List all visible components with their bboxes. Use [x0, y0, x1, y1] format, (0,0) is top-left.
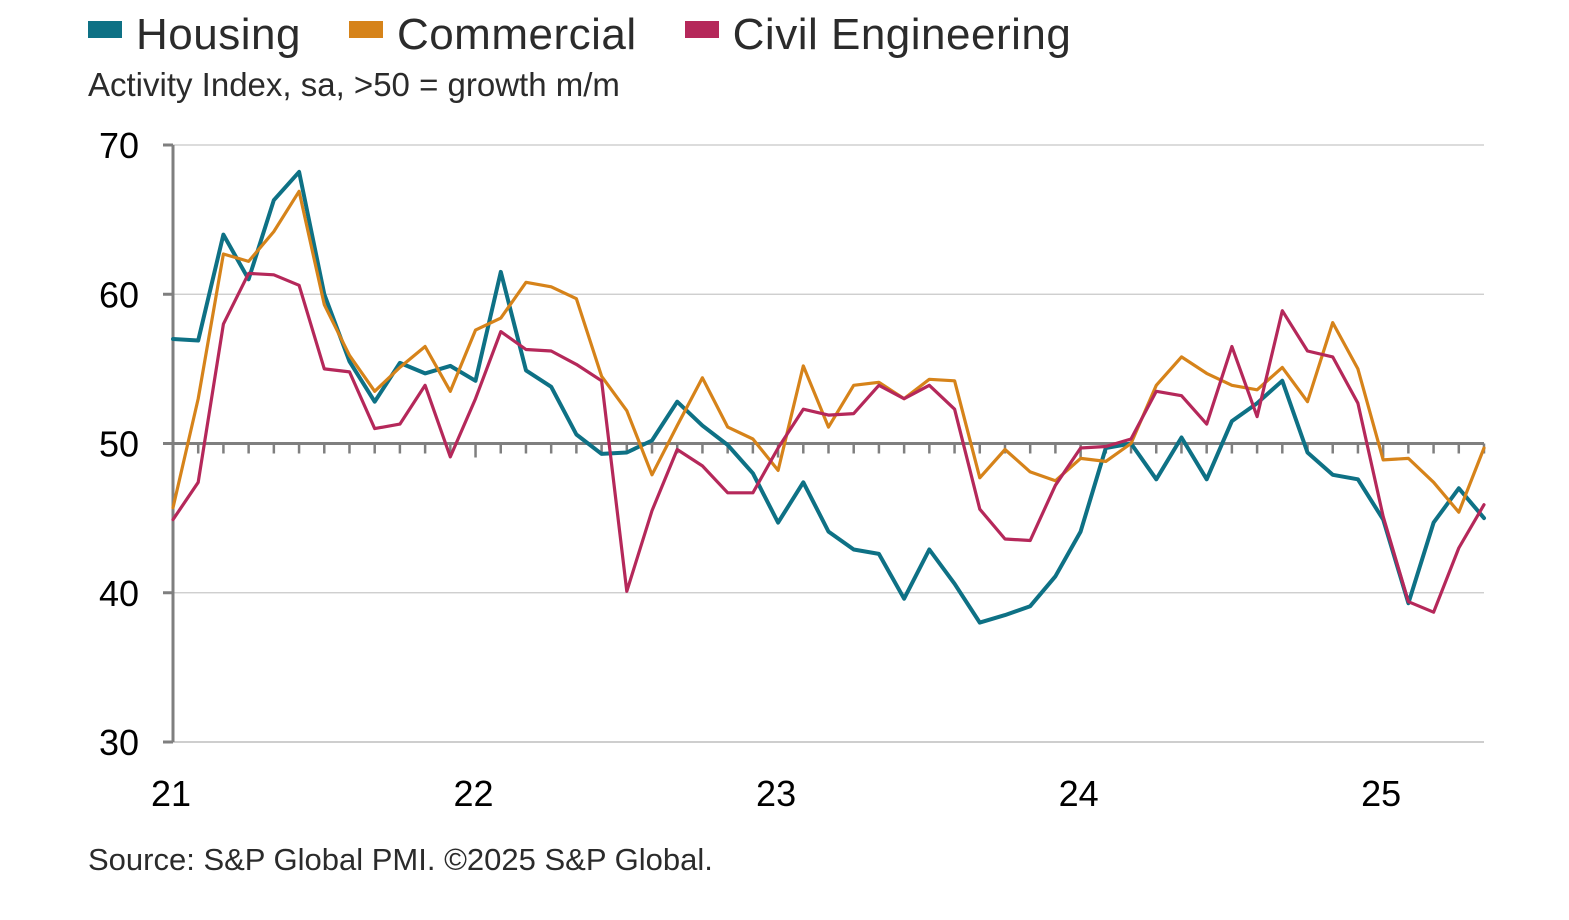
x-tick-label-23: 23 [756, 773, 796, 814]
x-tick-label-21: 21 [151, 773, 191, 814]
chart-legend: Housing Commercial Civil Engineering [88, 10, 1119, 60]
axes [163, 143, 1486, 744]
gridlines [173, 144, 1484, 594]
legend-item-civil-engineering: Civil Engineering [684, 10, 1072, 60]
series-lines [171, 169, 1486, 625]
series-line-civil-engineering [171, 271, 1486, 614]
series-line-housing [171, 169, 1486, 625]
legend-swatch-commercial [348, 20, 383, 38]
legend-item-housing: Housing [88, 10, 301, 60]
legend-label-commercial: Commercial [396, 10, 637, 59]
y-tick-label-40: 40 [99, 573, 139, 614]
y-tick-label-30: 30 [99, 722, 139, 763]
tick-labels: 30 40 50 60 70 21 22 23 24 25 [99, 125, 1401, 814]
series-line-commercial [171, 189, 1486, 514]
chart-subtitle: Activity Index, sa, >50 = growth m/m [88, 66, 620, 103]
x-tick-label-25: 25 [1361, 773, 1401, 814]
x-tick-label-22: 22 [454, 773, 494, 814]
legend-swatch-civil-engineering [684, 20, 719, 38]
y-tick-label-50: 50 [99, 424, 139, 465]
legend-label-civil-engineering: Civil Engineering [732, 10, 1072, 59]
source-note: Source: S&P Global PMI. ©2025 S&P Global… [88, 842, 713, 877]
legend-label-housing: Housing [136, 10, 301, 59]
x-tick-label-24: 24 [1059, 773, 1099, 814]
y-tick-label-70: 70 [99, 125, 139, 166]
y-tick-label-60: 60 [99, 274, 139, 315]
legend-item-commercial: Commercial [348, 10, 637, 60]
legend-swatch-housing [88, 20, 122, 38]
